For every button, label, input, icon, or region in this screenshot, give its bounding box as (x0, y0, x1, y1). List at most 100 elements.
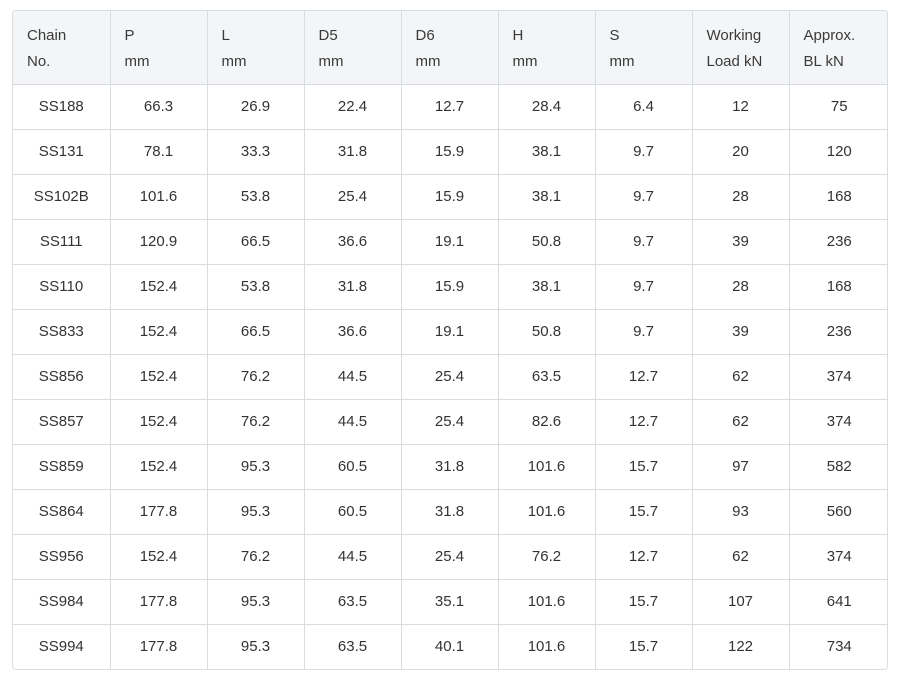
column-header-unit: No. (27, 53, 51, 70)
table-cell: 95.3 (207, 624, 305, 669)
table-cell: 20 (692, 129, 790, 175)
table-cell: 374 (789, 354, 887, 400)
table-cell: 25.4 (304, 174, 402, 220)
table-cell: 60.5 (304, 489, 402, 535)
table-cell: 44.5 (304, 534, 402, 580)
table-cell: 9.7 (595, 309, 693, 355)
table-cell: 33.3 (207, 129, 305, 175)
table-cell: 107 (692, 579, 790, 625)
column-header-unit: Load kN (706, 53, 763, 70)
table-cell: 39 (692, 309, 790, 355)
table-cell: 236 (789, 219, 887, 265)
column-header-unit: BL kN (803, 53, 844, 70)
table-cell: 101.6 (498, 579, 596, 625)
chain-number-cell: SS111 (13, 219, 111, 265)
table-cell: 152.4 (110, 444, 208, 490)
table-cell: 177.8 (110, 489, 208, 535)
table-cell: 28 (692, 264, 790, 310)
column-header: Approx. BL kN (789, 11, 887, 85)
table-cell: 38.1 (498, 174, 596, 220)
table-cell: 31.8 (304, 129, 402, 175)
column-header-name: D6 (415, 27, 435, 44)
table-cell: 15.9 (401, 129, 499, 175)
table-cell: 19.1 (401, 309, 499, 355)
table-row: SS864 177.8 95.3 60.5 31.8 101.6 15.7 93 560 (13, 489, 887, 535)
table-cell: 152.4 (110, 309, 208, 355)
column-header: D5 mm (304, 11, 402, 85)
column-header-name: Chain (27, 27, 67, 44)
table-cell: 25.4 (401, 534, 499, 580)
column-header: D6 mm (401, 11, 499, 85)
table-row: SS102B 101.6 53.8 25.4 15.9 38.1 9.7 28 168 (13, 174, 887, 220)
table-cell: 15.9 (401, 264, 499, 310)
column-header-name: S (609, 27, 620, 44)
column-header-name: D5 (318, 27, 338, 44)
table-cell: 31.8 (401, 444, 499, 490)
column-header-unit: mm (415, 53, 441, 70)
table-cell: 101.6 (498, 489, 596, 535)
table-cell: 236 (789, 309, 887, 355)
table-cell: 63.5 (304, 579, 402, 625)
column-header-unit: mm (221, 53, 247, 70)
table-cell: 50.8 (498, 219, 596, 265)
chain-number-cell: SS110 (13, 264, 111, 310)
table-cell: 66.5 (207, 309, 305, 355)
table-cell: 53.8 (207, 174, 305, 220)
table-cell: 63.5 (304, 624, 402, 669)
chain-number-cell: SS956 (13, 534, 111, 580)
table-row: SS110 152.4 53.8 31.8 15.9 38.1 9.7 28 168 (13, 264, 887, 310)
table-cell: 78.1 (110, 129, 208, 175)
table-cell: 28 (692, 174, 790, 220)
table-cell: 12.7 (595, 534, 693, 580)
chain-number-cell: SS859 (13, 444, 111, 490)
column-header: Working Load kN (692, 11, 790, 85)
table-cell: 12.7 (401, 84, 499, 130)
table-cell: 734 (826, 638, 852, 656)
table-cell: 15.7 (595, 489, 693, 535)
table-cell: 168 (789, 264, 887, 310)
table-cell: 6.4 (595, 84, 693, 130)
chain-number-cell: SS102B (13, 174, 111, 220)
table-cell: 40.1 (401, 624, 499, 669)
table-cell: 19.1 (401, 219, 499, 265)
table-cell: 36.6 (304, 219, 402, 265)
table-cell: 50.8 (498, 309, 596, 355)
chain-number-cell: SS856 (13, 354, 111, 400)
table-cell: 177.8 (110, 579, 208, 625)
table-cell: 15.7 (595, 624, 693, 669)
table-cell: 60.5 (304, 444, 402, 490)
table-cell: 22.4 (304, 84, 402, 130)
table-cell: 641 (789, 579, 887, 625)
table-cell: 9.7 (595, 264, 693, 310)
table-cell: 95.3 (207, 579, 305, 625)
table-cell: 120 (789, 129, 887, 175)
table-cell: 95.3 (207, 489, 305, 535)
table-cell: 12 (692, 84, 790, 130)
table-cell: 31.8 (304, 264, 402, 310)
table-cell: 9.7 (595, 129, 693, 175)
table-cell: 15.7 (595, 579, 693, 625)
table-cell: 101.6 (110, 174, 208, 220)
table-cell: 63.5 (498, 354, 596, 400)
table-cell: 122 (692, 624, 790, 669)
table-cell: 152.4 (110, 534, 208, 580)
column-header-name: Approx. (803, 27, 856, 44)
column-header-name: Working (706, 27, 762, 44)
table-cell: 168 (789, 174, 887, 220)
column-header-unit: mm (609, 53, 635, 70)
table-cell: 101.6 (498, 624, 596, 669)
column-header-unit: mm (124, 53, 150, 70)
table-cell: 12.7 (595, 354, 693, 400)
table-cell: 15.7 (595, 444, 693, 490)
chain-number-cell: SS864 (13, 489, 111, 535)
chain-number-cell: SS984 (13, 579, 111, 625)
table-cell: 152.4 (110, 264, 208, 310)
column-header-name: H (512, 27, 524, 44)
column-header: Chain No. (13, 11, 111, 85)
table-cell: 15.9 (401, 174, 499, 220)
table-row: SS111 120.9 66.5 36.6 19.1 50.8 9.7 39 236 (13, 219, 887, 265)
table-cell: 39 (692, 219, 790, 265)
table-cell: 25.4 (401, 354, 499, 400)
table-cell: 95.3 (207, 444, 305, 490)
